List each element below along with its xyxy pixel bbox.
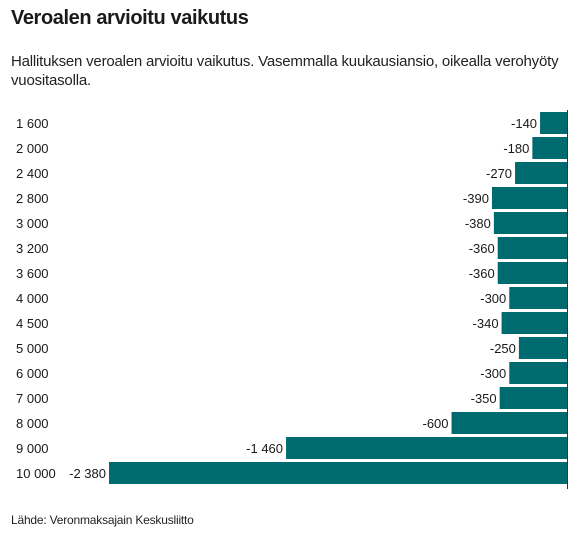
chart-subtitle: Hallituksen veroalen arvioitu vaikutus. … [11, 53, 559, 89]
y-tick-label: 5 000 [16, 341, 49, 356]
value-label: -340 [473, 316, 499, 331]
value-label: -2 380 [69, 466, 106, 481]
value-label: -360 [469, 241, 495, 256]
y-tick-label: 7 000 [16, 391, 49, 406]
y-tick-label: 3 200 [16, 241, 49, 256]
value-label: -360 [469, 266, 495, 281]
y-tick-label: 4 000 [16, 291, 49, 306]
bar-10 [509, 362, 567, 384]
bar-8 [501, 312, 567, 334]
value-label: -180 [503, 141, 529, 156]
bar-chart: 1 600 -140 2 000 -180 2 400 -270 2 800 -390 3 00… [16, 110, 568, 489]
y-tick-label: 6 000 [16, 366, 49, 381]
bar-5 [497, 237, 567, 259]
y-tick-label: 10 000 [16, 466, 56, 481]
bar-11 [499, 387, 567, 409]
y-tick-label: 9 000 [16, 441, 49, 456]
y-tick-label: 2 400 [16, 166, 49, 181]
y-tick-label: 1 600 [16, 116, 49, 131]
value-label: -140 [511, 116, 537, 131]
value-label: -600 [423, 416, 449, 431]
y-tick-label: 2 000 [16, 141, 49, 156]
y-tick-label: 4 500 [16, 316, 49, 331]
bar-9 [518, 337, 567, 359]
value-label: -270 [486, 166, 512, 181]
y-tick-label: 2 800 [16, 191, 49, 206]
chart-title: Veroalen arvioitu vaikutus [11, 7, 249, 29]
bar-1 [532, 137, 567, 159]
y-tick-label: 3 600 [16, 266, 49, 281]
bar-3 [491, 187, 567, 209]
value-label: -380 [465, 216, 491, 231]
value-label: -300 [480, 366, 506, 381]
bar-4 [493, 212, 567, 234]
bar-0 [540, 112, 567, 134]
bar-12 [451, 412, 567, 434]
bar-14 [109, 462, 567, 484]
value-label: -390 [463, 191, 489, 206]
source-note: Lähde: Veronmaksajain Keskusliitto [11, 513, 194, 527]
bar-2 [515, 162, 567, 184]
value-label: -300 [480, 291, 506, 306]
y-tick-label: 3 000 [16, 216, 49, 231]
value-label: -1 460 [246, 441, 283, 456]
bar-6 [497, 262, 567, 284]
value-label: -250 [490, 341, 516, 356]
bar-13 [286, 437, 567, 459]
bar-7 [509, 287, 567, 309]
y-tick-label: 8 000 [16, 416, 49, 431]
value-label: -350 [471, 391, 497, 406]
